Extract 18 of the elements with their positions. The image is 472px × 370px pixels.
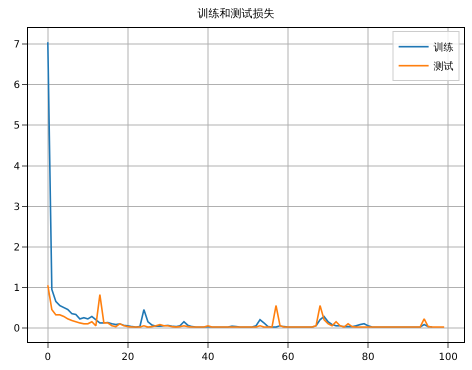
x-tick-label: 80 [362, 352, 374, 363]
legend-label: 测试 [434, 60, 454, 73]
x-tick-label: 60 [282, 352, 294, 363]
line-series [47, 284, 445, 328]
x-tick-label: 20 [122, 352, 134, 363]
x-tick-label: 40 [202, 352, 214, 363]
y-tick-label: 0 [14, 323, 20, 334]
y-tick-label: 7 [14, 40, 20, 51]
chart-title: 训练和测试损失 [198, 6, 274, 20]
y-tick-label: 4 [14, 161, 20, 172]
x-tick-label: 0 [44, 352, 52, 363]
y-tick-label: 3 [14, 202, 20, 213]
y-tick-label: 5 [14, 120, 20, 132]
y-tick-label: 2 [14, 242, 20, 254]
y-tick-label: 1 [14, 282, 20, 294]
legend-label: 训练 [434, 42, 454, 54]
y-tick-label: 6 [14, 80, 20, 92]
x-tick-label: 100 [438, 352, 458, 363]
